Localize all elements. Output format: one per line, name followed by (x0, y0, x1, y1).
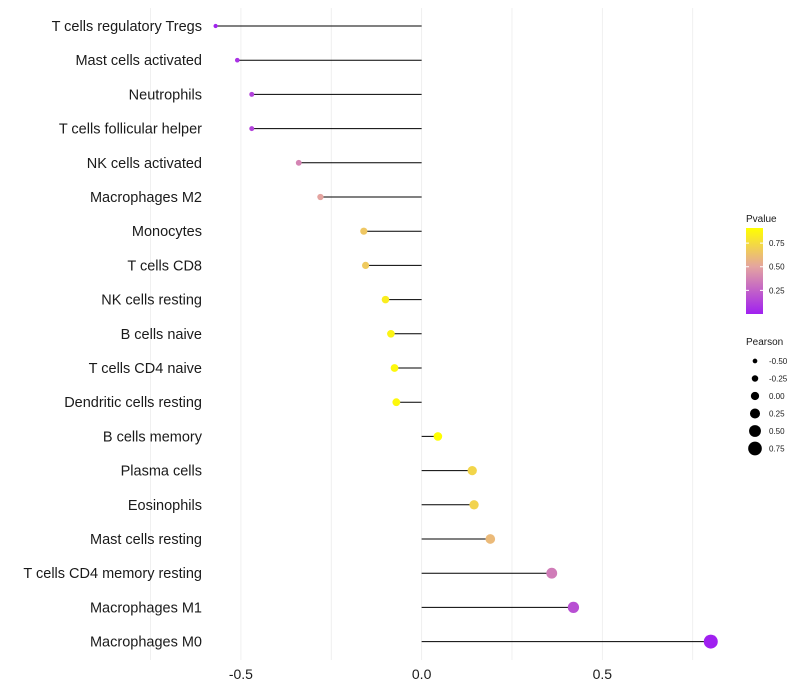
x-tick-label: -0.5 (229, 666, 253, 682)
lollipop-dot (295, 159, 302, 166)
category-label: Monocytes (132, 224, 202, 240)
category-label: T cells CD4 memory resting (23, 566, 202, 582)
lollipop-dot (234, 57, 240, 63)
size-legend-label: 0.00 (769, 392, 785, 401)
x-tick-label: 0.5 (593, 666, 613, 682)
lollipop-dot (567, 601, 580, 614)
lollipop-dot (249, 126, 255, 132)
lollipop-dot (317, 193, 324, 201)
lollipop-dot (381, 295, 390, 304)
lollipop-dot (360, 227, 368, 235)
category-label: T cells CD8 (127, 258, 202, 274)
size-legend-dot (751, 375, 759, 382)
category-label: Mast cells resting (90, 532, 202, 548)
lollipop-stems (215, 25, 711, 643)
size-legend-dot (750, 391, 760, 401)
lollipop-dot (703, 634, 718, 649)
lollipop-dot (392, 398, 401, 407)
size-legend-dot (748, 441, 762, 456)
category-label: T cells follicular helper (59, 122, 202, 138)
size-legend-label: 0.50 (769, 427, 785, 436)
lollipop-dot (213, 23, 218, 29)
pvalue-colorbar (746, 228, 763, 314)
category-label: NK cells activated (87, 156, 202, 172)
category-label: NK cells resting (101, 293, 202, 309)
lollipop-dot (390, 364, 399, 372)
lollipop-dot (485, 534, 496, 544)
size-legend-dot (749, 408, 761, 419)
category-label: B cells memory (103, 429, 203, 445)
lollipop-dot (387, 329, 395, 338)
size-legend-dot (752, 358, 758, 364)
category-labels: T cells regulatory Tregs Mast cells activ… (23, 19, 202, 651)
lollipop-dot (546, 567, 558, 579)
category-label: B cells naive (121, 327, 202, 343)
size-legend-label: 0.25 (769, 410, 785, 419)
colorbar-label: 0.25 (769, 286, 785, 295)
x-axis-tick-labels: -0.5 0.0 0.5 (229, 666, 612, 682)
colorbar-label: 0.75 (769, 239, 785, 248)
grid-lines (150, 8, 694, 660)
category-label: Mast cells activated (75, 53, 202, 69)
pearson-legend-title: Pearson (746, 337, 783, 348)
pearson-legend: Pearson -0.50 -0.25 0.00 0.25 0.50 0.75 (746, 337, 788, 456)
size-legend-label: -0.50 (769, 357, 788, 366)
x-tick-label: 0.0 (412, 666, 432, 682)
lollipop-dots (213, 23, 718, 649)
lollipop-dot (362, 261, 370, 269)
category-label: Macrophages M1 (90, 600, 202, 616)
category-label: Neutrophils (129, 87, 202, 103)
category-label: Plasma cells (121, 464, 202, 480)
size-legend-label: 0.75 (769, 445, 785, 454)
category-label: Dendritic cells resting (64, 395, 202, 411)
pvalue-legend: Pvalue 0.75 0.50 0.25 (746, 214, 785, 314)
colorbar-label: 0.50 (769, 263, 785, 272)
pvalue-legend-title: Pvalue (746, 214, 777, 225)
category-label: Macrophages M2 (90, 190, 202, 206)
category-label: Macrophages M0 (90, 635, 202, 651)
size-legend-dot (749, 425, 761, 437)
category-label: T cells regulatory Tregs (52, 19, 202, 35)
lollipop-dot (433, 432, 443, 441)
lollipop-dot (469, 500, 479, 510)
lollipop-dot (467, 465, 477, 476)
category-label: T cells CD4 naive (89, 361, 202, 377)
size-legend-label: -0.25 (769, 375, 788, 384)
lollipop-dot (249, 91, 255, 97)
category-label: Eosinophils (128, 498, 202, 514)
